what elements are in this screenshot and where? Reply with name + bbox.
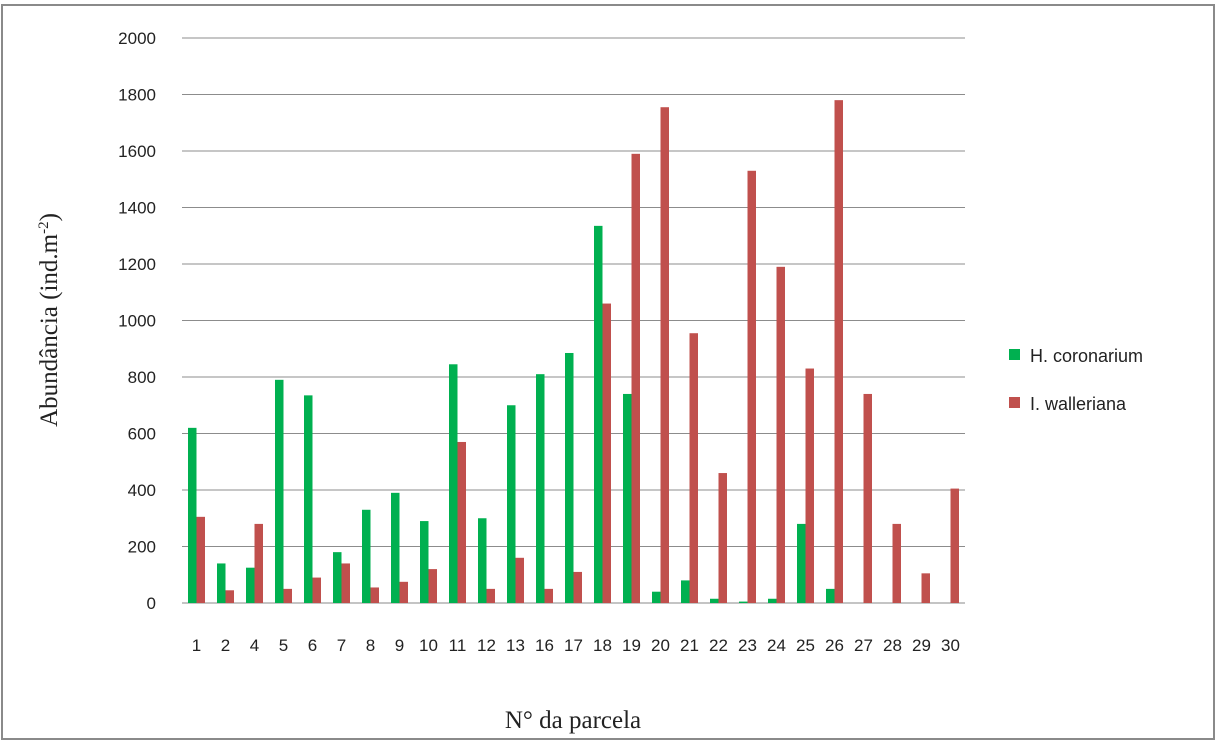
bar-h-coronarium-19 (623, 393, 632, 603)
x-tick-label: 11 (449, 636, 467, 655)
bar-h-coronarium-22 (710, 598, 719, 603)
bar-i-walleriana-24 (776, 266, 785, 603)
bar-i-walleriana-20 (660, 107, 669, 604)
bar-i-walleriana-5 (283, 588, 292, 603)
bar-i-walleriana-25 (805, 368, 814, 603)
bar-i-walleriana-28 (892, 523, 901, 603)
bar-i-walleriana-21 (689, 333, 698, 603)
y-tick-label: 1200 (118, 255, 156, 274)
bars (188, 100, 959, 604)
x-tick-label: 16 (535, 636, 554, 655)
y-axis-title: Abundância (ind.m-2) (36, 213, 63, 427)
y-tick-labels: 0 200 400 600 800 1000 1200 1400 1600 1800 2000 (118, 29, 156, 613)
bar-i-walleriana-12 (486, 588, 495, 603)
bar-i-walleriana-11 (457, 441, 466, 603)
x-tick-label: 1 (192, 636, 201, 655)
bar-i-walleriana-26 (834, 100, 843, 604)
bar-i-walleriana-18 (602, 303, 611, 603)
y-tick-label: 1000 (118, 312, 156, 331)
x-tick-label: 22 (709, 636, 728, 655)
x-tick-label: 28 (883, 636, 902, 655)
x-tick-label: 8 (366, 636, 375, 655)
bar-i-walleriana-2 (225, 590, 234, 603)
bar-h-coronarium-20 (652, 591, 661, 603)
bar-i-walleriana-1 (196, 516, 205, 603)
bar-h-coronarium-10 (420, 521, 429, 603)
bar-h-coronarium-12 (478, 518, 487, 603)
y-tick-label: 800 (128, 368, 156, 387)
bar-h-coronarium-6 (304, 395, 313, 603)
x-tick-label: 4 (250, 636, 259, 655)
y-tick-label: 2000 (118, 29, 156, 48)
x-tick-label: 23 (738, 636, 757, 655)
bar-i-walleriana-22 (718, 473, 727, 603)
bar-h-coronarium-16 (536, 374, 545, 603)
bar-i-walleriana-23 (747, 170, 756, 603)
y-tick-label: 0 (147, 594, 156, 613)
bar-h-coronarium-4 (246, 567, 255, 603)
bar-h-coronarium-11 (449, 364, 458, 603)
x-tick-label: 26 (825, 636, 844, 655)
x-tick-label: 13 (506, 636, 525, 655)
y-tick-label: 200 (128, 538, 156, 557)
bar-i-walleriana-16 (544, 588, 553, 603)
x-tick-label: 21 (680, 636, 699, 655)
x-tick-label: 10 (419, 636, 438, 655)
bar-i-walleriana-30 (950, 488, 959, 603)
bar-h-coronarium-1 (188, 427, 197, 603)
x-tick-label: 2 (221, 636, 230, 655)
y-tick-label: 400 (128, 481, 156, 500)
bar-i-walleriana-7 (341, 563, 350, 603)
x-tick-labels: 1 2 4 5 6 7 8 9 10 11 12 13 16 17 18 19 20 21 22 23 24 25 26 27… (192, 636, 960, 655)
bar-i-walleriana-9 (399, 581, 408, 603)
bar-h-coronarium-2 (217, 563, 226, 603)
legend-swatch-i-walleriana (1009, 397, 1020, 408)
legend-label-h-coronarium: H. coronarium (1030, 346, 1143, 366)
y-tick-label: 1800 (118, 86, 156, 105)
x-tick-label: 29 (912, 636, 931, 655)
y-tick-label: 600 (128, 425, 156, 444)
y-tick-label: 1400 (118, 199, 156, 218)
x-tick-label: 9 (395, 636, 404, 655)
x-tick-label: 25 (796, 636, 815, 655)
x-tick-label: 30 (941, 636, 960, 655)
bar-h-coronarium-8 (362, 509, 371, 603)
bar-i-walleriana-6 (312, 577, 321, 603)
x-tick-label: 17 (564, 636, 583, 655)
x-tick-label: 19 (622, 636, 641, 655)
legend: H. coronarium I. walleriana (1009, 346, 1143, 414)
bar-i-walleriana-27 (863, 393, 872, 603)
x-tick-label: 12 (477, 636, 496, 655)
bar-i-walleriana-17 (573, 571, 582, 603)
bar-h-coronarium-21 (681, 580, 690, 603)
bar-i-walleriana-4 (254, 523, 263, 603)
bar-h-coronarium-17 (565, 352, 574, 603)
x-tick-label: 7 (337, 636, 346, 655)
x-tick-label: 20 (651, 636, 670, 655)
x-tick-label: 27 (854, 636, 873, 655)
bar-i-walleriana-13 (515, 557, 524, 603)
bar-h-coronarium-5 (275, 379, 284, 603)
legend-swatch-h-coronarium (1009, 349, 1020, 360)
x-tick-label: 24 (767, 636, 786, 655)
bar-h-coronarium-13 (507, 405, 516, 603)
bar-h-coronarium-23 (739, 601, 748, 603)
bar-h-coronarium-9 (391, 492, 400, 603)
bar-i-walleriana-19 (631, 153, 640, 603)
bar-i-walleriana-8 (370, 587, 379, 603)
y-tick-label: 1600 (118, 142, 156, 161)
x-tick-label: 6 (308, 636, 317, 655)
x-tick-label: 18 (593, 636, 612, 655)
x-tick-label: 5 (279, 636, 288, 655)
bar-h-coronarium-24 (768, 598, 777, 603)
bar-h-coronarium-25 (797, 523, 806, 603)
bar-i-walleriana-29 (921, 573, 930, 603)
bar-h-coronarium-18 (594, 225, 603, 604)
bar-i-walleriana-10 (428, 569, 437, 603)
legend-label-i-walleriana: I. walleriana (1030, 394, 1127, 414)
x-axis-title: N° da parcela (505, 707, 641, 734)
bar-h-coronarium-26 (826, 588, 835, 603)
bar-h-coronarium-7 (333, 552, 342, 603)
